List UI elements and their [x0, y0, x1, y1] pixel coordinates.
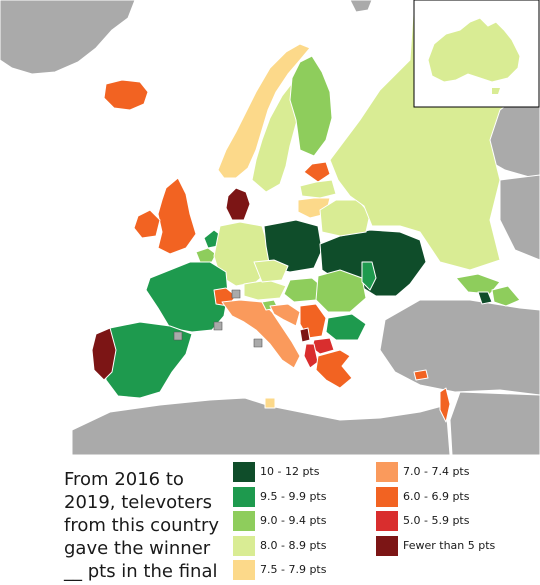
legend-swatch [233, 486, 255, 507]
country-malta [264, 397, 276, 409]
microstate-marker [213, 321, 223, 331]
legend-label: 5.0 - 5.9 pts [403, 514, 470, 527]
legend-swatch [233, 511, 255, 531]
caption-line: gave the winner [64, 538, 211, 559]
country-belarus [319, 199, 371, 237]
country-poland [263, 219, 323, 273]
legend-label: 7.0 - 7.4 pts [403, 465, 470, 478]
country-czech-republic [253, 259, 289, 283]
country-cyprus [413, 369, 429, 381]
legend-label: Fewer than 5 pts [403, 538, 496, 552]
legend-swatch [233, 462, 255, 482]
country-israel [439, 387, 451, 423]
country-azerbaijan [491, 285, 521, 307]
country-france [145, 261, 229, 333]
legend-swatch [233, 560, 255, 580]
microstate-marker [173, 331, 183, 341]
country-latvia [299, 179, 337, 199]
country-united-kingdom [157, 177, 197, 255]
country-finland [289, 55, 333, 157]
country-belgium [195, 247, 217, 263]
country-estonia [303, 161, 331, 183]
legend-label: 7.5 - 7.9 pts [260, 563, 327, 576]
country-georgia [455, 273, 501, 295]
legend-swatch [376, 462, 398, 482]
microstate-marker [231, 289, 241, 299]
caption-line: from this country [64, 515, 220, 536]
middle-east-landmass [449, 391, 540, 455]
country-iceland [103, 79, 149, 111]
country-greece [315, 349, 353, 389]
country-norway [217, 43, 311, 179]
legend-swatch [376, 535, 398, 556]
country-armenia [477, 291, 493, 305]
country-albania [303, 343, 319, 369]
legend-swatch [376, 511, 398, 531]
legend-swatch [233, 535, 255, 556]
legend-swatch [376, 486, 398, 507]
country-montenegro [299, 327, 311, 343]
australia-inset [413, 0, 540, 108]
caption-line: 2019, televoters [64, 492, 213, 513]
country-bulgaria [325, 313, 367, 341]
europe-choropleth-map [0, 0, 540, 455]
country-moldova [361, 261, 377, 291]
map-caption: From 2016 to 2019, televoters from this … [64, 468, 234, 583]
north-africa-landmass [71, 397, 451, 455]
country-portugal [91, 327, 117, 381]
legend-label: 6.0 - 6.9 pts [403, 489, 470, 503]
country-romania [315, 269, 367, 313]
caption-line: __ pts in the final [64, 561, 218, 582]
country-denmark [225, 187, 251, 221]
country-ireland [133, 209, 161, 239]
greenland-landmass [0, 0, 136, 75]
caption-line: From 2016 to [64, 469, 184, 490]
legend-label: 9.5 - 9.9 pts [260, 489, 327, 503]
country-australia-tasmania [492, 88, 500, 94]
kazakhstan-landmass [499, 174, 540, 261]
country-australia [427, 17, 521, 83]
country-croatia [269, 303, 301, 327]
svalbard-landmass [349, 0, 373, 13]
microstate-marker [253, 338, 263, 348]
legend-label: 10 - 12 pts [260, 465, 320, 478]
legend-label: 8.0 - 8.9 pts [260, 538, 327, 552]
legend-label: 9.0 - 9.4 pts [260, 514, 327, 527]
